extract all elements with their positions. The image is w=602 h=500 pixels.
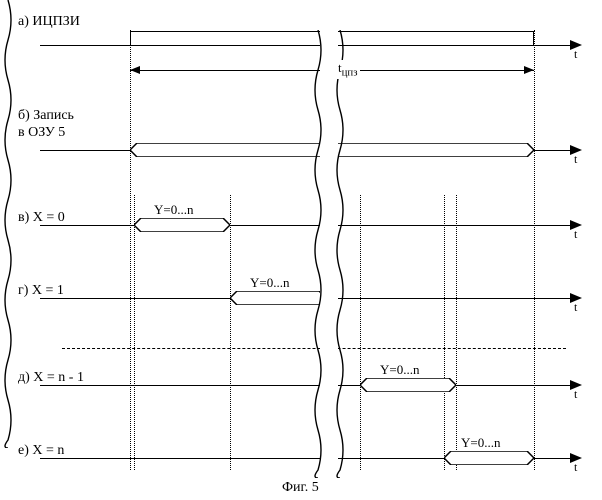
pulse-label: Y=0...n — [380, 362, 419, 378]
time-axis — [40, 385, 572, 386]
pulse-guide-1 — [230, 195, 231, 470]
guide-line-1 — [130, 30, 131, 470]
time-axis — [40, 225, 572, 226]
axis-arrow — [570, 40, 582, 50]
axis-arrow — [570, 145, 582, 155]
pulse-label: Y=0...n — [461, 435, 500, 451]
pulse-e — [444, 451, 534, 465]
axis-arrow — [570, 293, 582, 303]
break-curve — [332, 30, 348, 478]
time-axis — [40, 45, 572, 46]
dim-label-sub: цпз — [342, 67, 358, 79]
dimension-label: tцпз — [336, 60, 360, 79]
pulse-v — [134, 218, 230, 232]
pulse-guide-0 — [134, 195, 135, 470]
pulse-guide-4 — [456, 195, 457, 470]
axis-arrow — [570, 380, 582, 390]
break-curve — [0, 0, 16, 448]
dimension-arrow-right — [524, 66, 534, 74]
axis-arrow — [570, 453, 582, 463]
row-label-b: б) Записьв ОЗУ 5 — [18, 108, 74, 142]
figure-caption: Фиг. 5 — [282, 480, 319, 496]
pulse-label: Y=0...n — [154, 202, 193, 218]
pulse-guide-3 — [360, 195, 361, 470]
pulse-label: Y=0...n — [250, 275, 289, 291]
timing-diagram: а) ИЦПЗИtб) Записьв ОЗУ 5tв) X = 0tY=0..… — [0, 0, 602, 500]
axis-arrow — [570, 220, 582, 230]
pulse-guide-5 — [444, 195, 445, 470]
pulse-d — [360, 378, 456, 392]
row-label-a: а) ИЦПЗИ — [18, 14, 80, 31]
dimension-arrow-left — [130, 66, 140, 74]
break-curve — [310, 30, 326, 478]
pulse-guide-6 — [534, 195, 535, 470]
